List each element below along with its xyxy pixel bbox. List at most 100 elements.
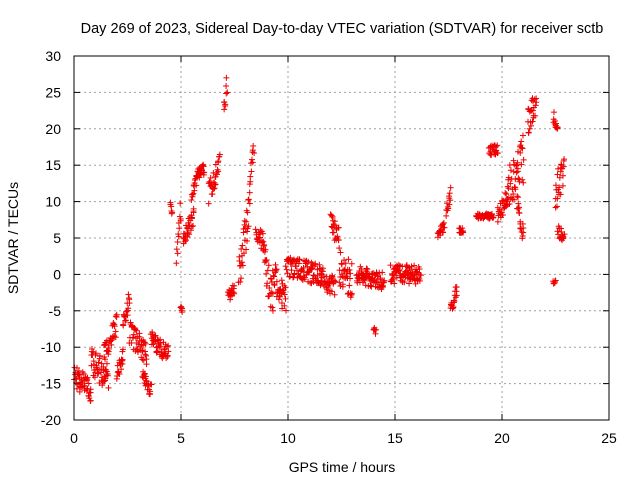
- data-point: [126, 296, 133, 303]
- data-point: [559, 172, 566, 179]
- data-point: [223, 83, 230, 90]
- data-point: [174, 239, 181, 246]
- data-point: [119, 346, 126, 353]
- data-point: [130, 331, 137, 338]
- data-point: [95, 370, 102, 377]
- data-point: [379, 283, 386, 290]
- data-point: [257, 234, 264, 241]
- data-point: [396, 266, 403, 273]
- data-point: [282, 263, 289, 270]
- data-point: [379, 269, 386, 276]
- data-point: [447, 197, 454, 204]
- data-point: [186, 231, 193, 238]
- data-point: [130, 334, 137, 341]
- data-point: [262, 246, 269, 253]
- data-point: [125, 305, 132, 312]
- data-point: [372, 330, 379, 337]
- data-point: [373, 326, 380, 333]
- y-tick-label: -20: [41, 412, 61, 428]
- data-point: [118, 366, 125, 373]
- data-point: [494, 218, 501, 225]
- data-point: [191, 177, 198, 184]
- data-point: [210, 185, 217, 192]
- data-point: [347, 275, 354, 282]
- data-point: [283, 307, 290, 314]
- data-point: [189, 193, 196, 200]
- data-point: [450, 299, 457, 306]
- data-point: [175, 233, 182, 240]
- data-point: [514, 159, 521, 166]
- x-tick-label: 25: [601, 430, 617, 446]
- data-point: [324, 289, 331, 296]
- data-point: [89, 345, 96, 352]
- data-point: [330, 229, 337, 236]
- data-point: [250, 142, 257, 149]
- data-point: [273, 278, 280, 285]
- y-tick-label: 30: [45, 48, 61, 64]
- y-tick-label: -10: [41, 339, 61, 355]
- data-point: [358, 275, 365, 282]
- data-point: [406, 280, 413, 287]
- y-tick-label: -15: [41, 376, 61, 392]
- data-point: [163, 355, 170, 362]
- data-point: [554, 228, 561, 235]
- data-point: [411, 262, 418, 269]
- data-point: [270, 272, 277, 279]
- data-point: [273, 266, 280, 273]
- data-point: [113, 311, 120, 318]
- data-point: [387, 262, 394, 269]
- data-point: [514, 193, 521, 200]
- y-tick-label: 5: [53, 230, 61, 246]
- data-point: [173, 260, 180, 267]
- data-point: [331, 277, 338, 284]
- data-point: [440, 219, 447, 226]
- data-point: [493, 143, 500, 150]
- data-point: [552, 277, 559, 284]
- data-point: [215, 168, 222, 175]
- data-point: [446, 190, 453, 197]
- data-point: [165, 348, 172, 355]
- data-point: [238, 259, 245, 266]
- data-point: [263, 256, 270, 263]
- data-point: [320, 273, 327, 280]
- data-point: [165, 342, 172, 349]
- data-point: [281, 302, 288, 309]
- data-point: [328, 212, 335, 219]
- data-point: [556, 184, 563, 191]
- data-point: [269, 290, 276, 297]
- data-point: [519, 145, 526, 152]
- data-point: [348, 290, 355, 297]
- data-point: [496, 210, 503, 217]
- data-point: [91, 374, 98, 381]
- data-point: [87, 397, 94, 404]
- data-point: [532, 112, 539, 119]
- data-point: [87, 386, 94, 393]
- data-point: [558, 229, 565, 236]
- data-point: [269, 307, 276, 314]
- data-point: [263, 258, 270, 265]
- data-point: [174, 250, 181, 257]
- data-point: [305, 258, 312, 265]
- data-point: [249, 159, 256, 166]
- data-point: [272, 266, 279, 273]
- x-axis-label: GPS time / hours: [289, 459, 396, 475]
- data-point: [346, 266, 353, 273]
- data-point: [494, 150, 501, 157]
- data-point: [441, 224, 448, 231]
- data-point: [557, 191, 564, 198]
- data-point: [252, 226, 259, 233]
- data-point: [221, 106, 228, 113]
- data-point: [176, 225, 183, 232]
- data-point: [271, 273, 278, 280]
- data-point: [494, 142, 501, 149]
- data-point: [519, 233, 526, 240]
- data-point: [325, 284, 332, 291]
- data-point: [240, 250, 247, 257]
- data-point: [95, 359, 102, 366]
- data-point: [309, 265, 316, 272]
- data-point: [244, 228, 251, 235]
- data-point: [119, 356, 126, 363]
- data-point: [401, 279, 408, 286]
- data-point: [190, 222, 197, 229]
- data-point: [347, 270, 354, 277]
